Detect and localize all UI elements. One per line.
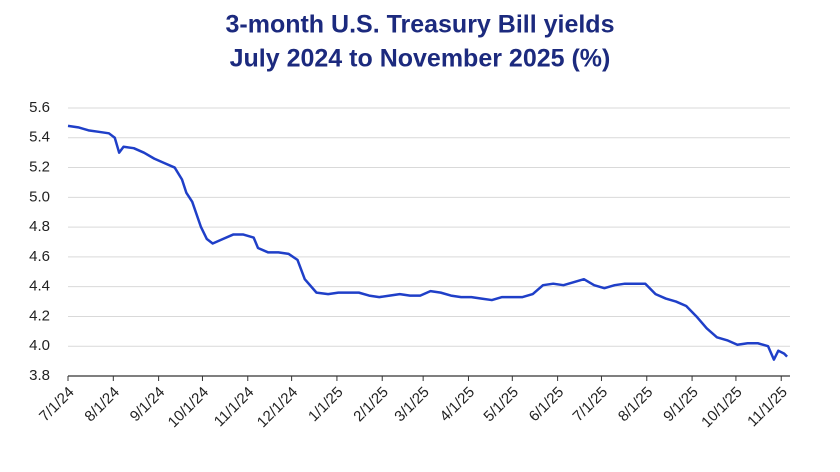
series-line (67, 124, 788, 361)
x-tick-label: 2/1/25 (350, 384, 392, 426)
y-tick-label: 5.4 (29, 129, 50, 146)
x-tick-label: 10/1/24 (165, 384, 212, 431)
y-tick-label: 3.8 (29, 367, 50, 384)
y-tick-label: 5.0 (29, 188, 50, 205)
x-tick-label: 5/1/25 (480, 384, 522, 426)
x-tick-label: 8/1/25 (615, 384, 657, 426)
x-tick-label: 8/1/24 (81, 384, 123, 426)
x-tick-label: 10/1/25 (698, 384, 745, 431)
chart-subtitle: July 2024 to November 2025 (%) (230, 45, 611, 73)
y-tick-label: 4.2 (29, 307, 50, 324)
chart-title: 3-month U.S. Treasury Bill yields (225, 11, 614, 39)
x-tick-label: 1/1/25 (305, 384, 347, 426)
y-tick-label: 4.4 (29, 278, 50, 295)
x-tick-label: 11/1/24 (211, 384, 258, 431)
x-tick-label: 3/1/25 (391, 384, 433, 426)
y-tick-label: 5.6 (29, 99, 50, 116)
x-tick-label: 9/1/25 (660, 384, 702, 426)
x-tick-label: 7/1/25 (570, 384, 612, 426)
x-tick-label: 4/1/25 (437, 384, 479, 426)
y-tick-label: 5.2 (29, 159, 50, 176)
x-tick-label: 6/1/25 (526, 384, 568, 426)
x-tick-label: 12/1/24 (254, 384, 301, 431)
x-tick-label: 11/1/25 (744, 384, 791, 431)
x-tick-label: 9/1/24 (127, 384, 169, 426)
y-tick-label: 4.8 (29, 218, 50, 235)
y-tick-label: 4.6 (29, 248, 50, 265)
y-tick-label: 4.0 (29, 337, 50, 354)
x-tick-label: 7/1/24 (36, 384, 78, 426)
